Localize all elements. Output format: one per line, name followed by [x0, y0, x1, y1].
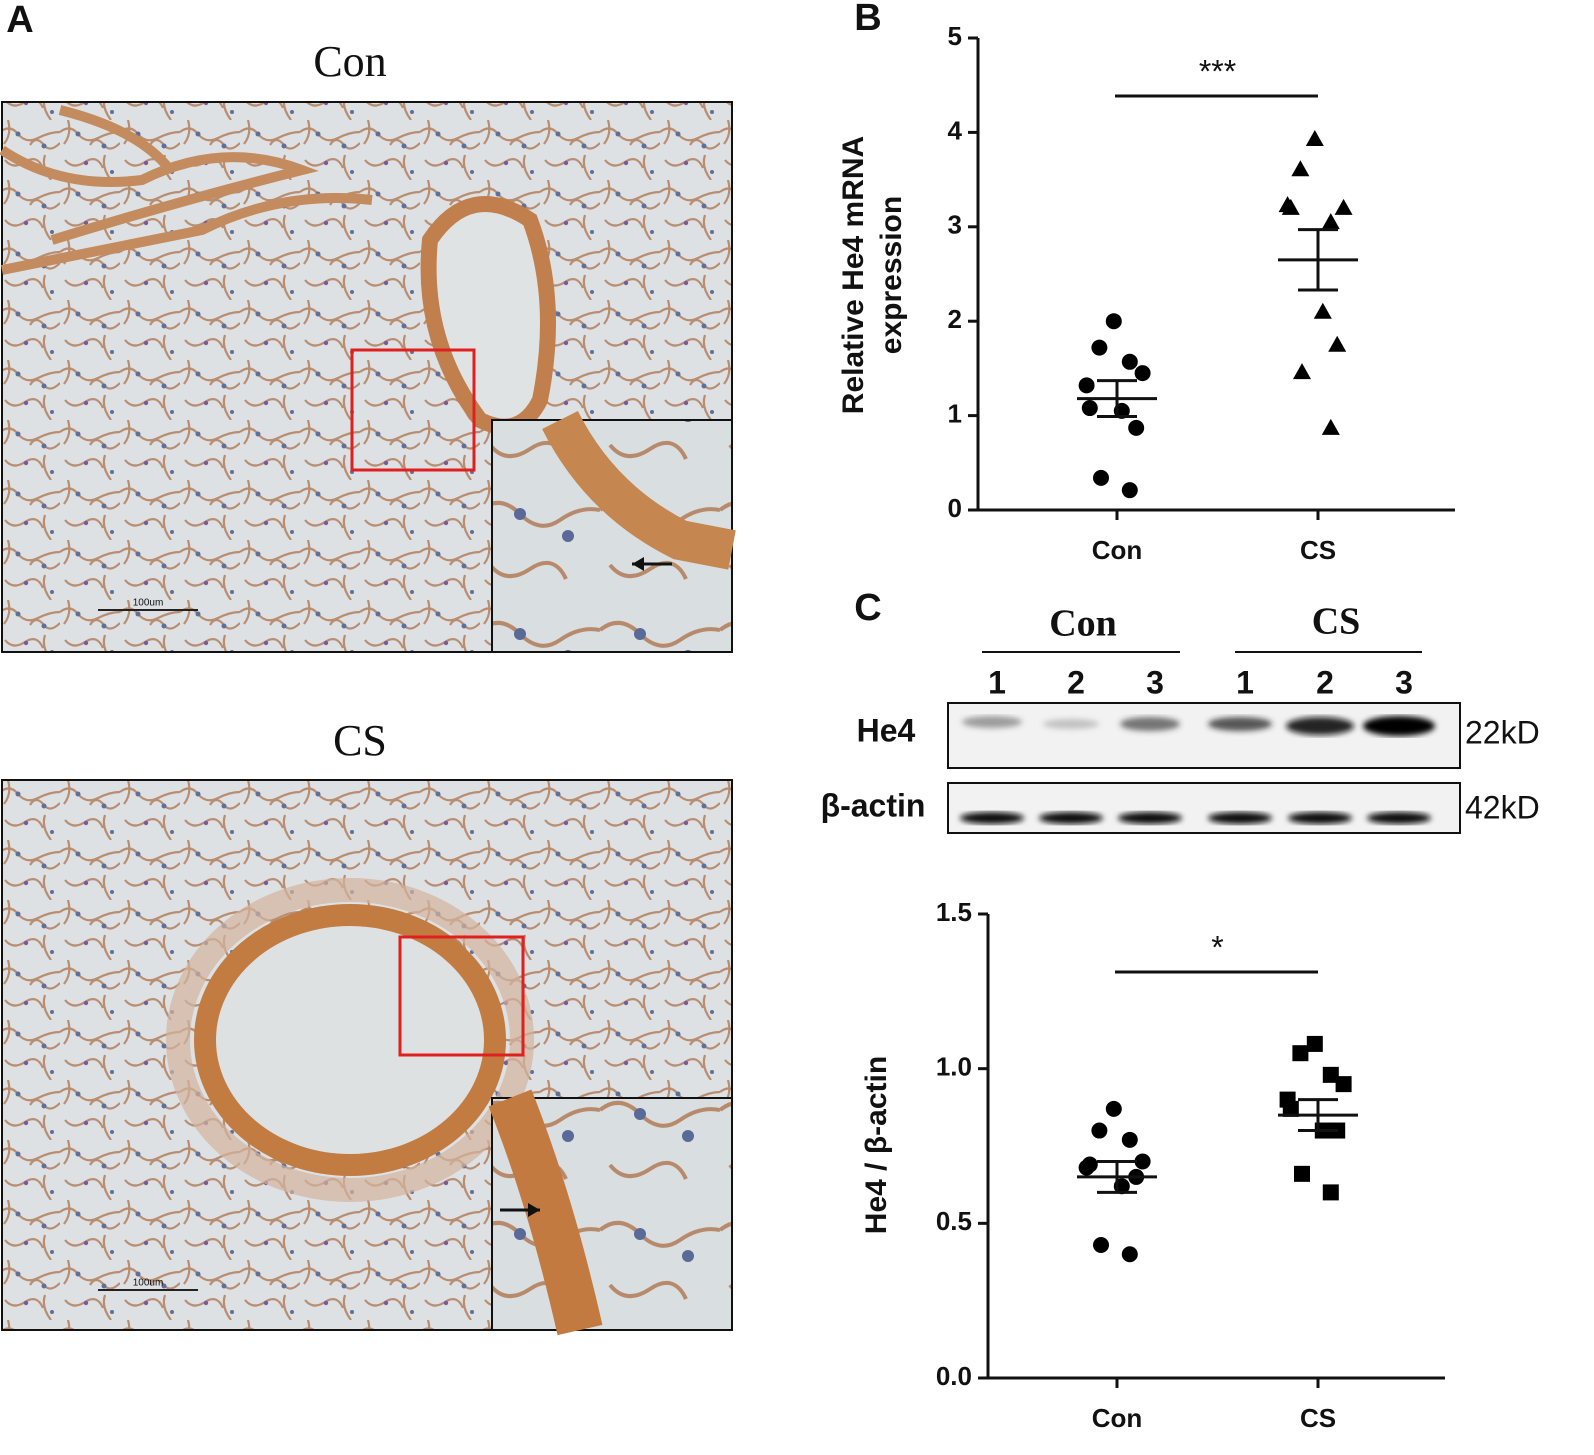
scale-bar-label: 100um [133, 1278, 164, 1289]
data-point [1134, 365, 1151, 382]
x-tick-label: CS [1300, 1403, 1336, 1433]
lane-label: 2 [1316, 664, 1334, 700]
data-point [1335, 1076, 1352, 1093]
data-point [1091, 339, 1108, 356]
data-point [1121, 1246, 1138, 1263]
data-point [1134, 1153, 1151, 1170]
micrograph [1, 779, 733, 1336]
data-point [1105, 1100, 1122, 1117]
data-point [1321, 213, 1340, 230]
data-point [1293, 363, 1311, 380]
data-point [1322, 1184, 1339, 1201]
blot-strip [947, 782, 1461, 834]
scale-bar-label: 100um [133, 598, 164, 609]
panel-label: C [854, 587, 881, 629]
panel-label: A [6, 0, 33, 41]
data-point [1282, 1100, 1299, 1117]
data-point [1294, 1165, 1310, 1182]
y-axis-label: Relative He4 mRNA [837, 136, 870, 414]
y-tick-label: 0.0 [936, 1361, 972, 1391]
micrograph [0, 101, 736, 653]
data-point [1078, 377, 1095, 394]
data-point [1121, 1131, 1138, 1148]
y-axis-label: expression [875, 196, 908, 354]
lane-label: 2 [1067, 664, 1085, 700]
blot-size: 22kD [1465, 714, 1540, 750]
lane-label: 1 [988, 664, 1006, 700]
x-tick-label: CS [1300, 535, 1336, 565]
y-tick-label: 3 [948, 210, 962, 240]
y-tick-label: 2 [948, 304, 962, 334]
data-point [1328, 335, 1347, 352]
data-point [1305, 130, 1324, 147]
x-tick-label: Con [1092, 1403, 1143, 1433]
y-tick-label: 0 [948, 493, 962, 523]
blot-size: 42kD [1465, 789, 1540, 825]
blot-group: CS [1312, 601, 1361, 643]
data-point [1081, 1156, 1098, 1173]
data-point [1292, 1045, 1309, 1062]
y-tick-label: 0.5 [936, 1206, 972, 1236]
blot-protein: He4 [857, 712, 916, 748]
data-point [1105, 313, 1122, 330]
data-point [1291, 160, 1310, 177]
y-axis-label: He4 / β-actin [860, 1056, 893, 1234]
lane-label: 3 [1395, 664, 1413, 700]
data-point [1321, 418, 1340, 435]
data-point [1093, 1236, 1109, 1253]
y-tick-label: 1.5 [936, 897, 972, 927]
data-point [1128, 419, 1145, 436]
data-point [1281, 198, 1300, 215]
data-point [1334, 198, 1353, 215]
lane-label: 1 [1236, 664, 1254, 700]
data-point [1093, 469, 1109, 486]
y-tick-label: 1.0 [936, 1052, 972, 1082]
blot-group: Con [1049, 603, 1117, 645]
y-tick-label: 5 [948, 21, 962, 51]
data-point [1306, 1035, 1323, 1052]
data-point [1313, 302, 1332, 319]
data-point [1081, 400, 1098, 417]
data-point [1322, 1066, 1339, 1083]
x-tick-label: Con [1092, 535, 1143, 565]
data-point [1121, 353, 1138, 370]
image-title: CS [333, 716, 387, 765]
blot-protein: β-actin [821, 787, 926, 823]
y-tick-label: 4 [948, 115, 963, 145]
lane-label: 3 [1146, 664, 1164, 700]
significance-label: *** [1199, 53, 1236, 89]
significance-label: * [1211, 929, 1223, 965]
data-point [1121, 482, 1138, 499]
blot-strip [947, 702, 1461, 769]
data-point [1091, 1122, 1108, 1139]
image-title: Con [313, 37, 386, 86]
y-tick-label: 1 [948, 398, 962, 428]
panel-label: B [854, 0, 881, 39]
